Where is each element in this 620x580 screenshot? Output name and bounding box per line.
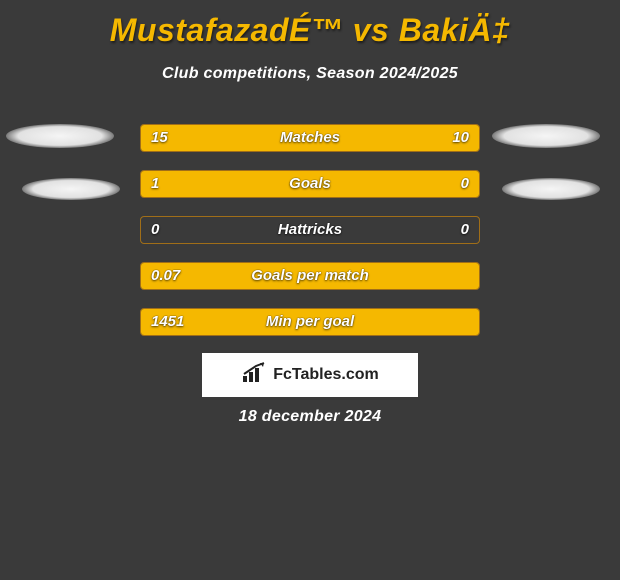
bar-fill-left — [141, 263, 479, 289]
bar-fill-left — [141, 171, 401, 197]
bar-fill-right — [401, 171, 479, 197]
shadow-ellipse — [492, 124, 600, 148]
date-line: 18 december 2024 — [0, 408, 620, 426]
bar-fill-right — [344, 125, 479, 151]
subtitle: Club competitions, Season 2024/2025 — [0, 65, 620, 83]
bar-value-left: 0 — [151, 217, 159, 243]
page-title: MustafazadÉ™ vs BakiÄ‡ — [0, 0, 620, 49]
chart-icon — [241, 362, 267, 389]
bar-label: Hattricks — [141, 217, 479, 243]
stat-bar: 0 0Hattricks — [140, 216, 480, 244]
shadow-ellipse — [6, 124, 114, 148]
bar-fill-left — [141, 125, 344, 151]
logo-text: FcTables.com — [273, 366, 379, 384]
stat-bars: 1510Matches 10Goals 0 0Hattricks 0.07Goals p… — [140, 124, 480, 354]
bar-value-right: 0 — [461, 217, 469, 243]
shadow-ellipse — [22, 178, 120, 200]
stat-bar: 1451Min per goal — [140, 308, 480, 336]
stat-bar: 1510Matches — [140, 124, 480, 152]
bar-fill-left — [141, 309, 479, 335]
stat-bar: 0.07Goals per match — [140, 262, 480, 290]
stat-bar: 10Goals — [140, 170, 480, 198]
shadow-ellipse — [502, 178, 600, 200]
fctables-logo: FcTables.com — [202, 353, 418, 397]
